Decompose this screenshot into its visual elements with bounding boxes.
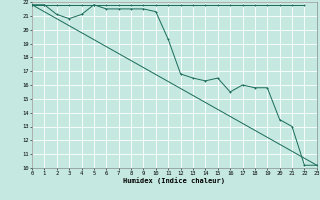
X-axis label: Humidex (Indice chaleur): Humidex (Indice chaleur) [124, 177, 225, 184]
